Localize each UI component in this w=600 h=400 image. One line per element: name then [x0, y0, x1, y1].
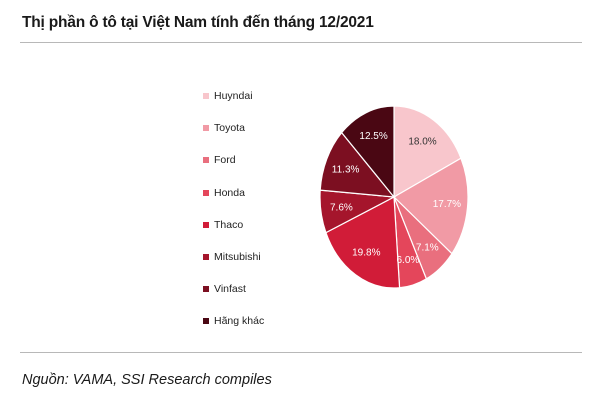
legend-swatch — [203, 157, 209, 164]
pie-value-label-toyota: 17.7% — [433, 199, 461, 210]
pie-value-label-honda: 6.0% — [397, 255, 420, 266]
legend-item-vinfast: Vinfast — [203, 273, 264, 305]
legend-item-huyndai: Huyndai — [203, 80, 264, 112]
pie-slice-vinfast — [319, 131, 396, 198]
legend-swatch — [203, 189, 209, 196]
legend-swatch — [203, 254, 209, 261]
legend-label: Ford — [214, 154, 236, 167]
chart-legend: Huyndai Toyota Ford Honda Thaco Mitsubis… — [203, 80, 264, 338]
legend-item-toyota: Toyota — [203, 112, 264, 144]
pie-value-label-hang-khac: 12.5% — [359, 131, 387, 142]
pie-value-label-mitsubishi: 7.6% — [330, 202, 353, 213]
source-note: Nguồn: VAMA, SSI Research compiles — [22, 372, 272, 388]
legend-swatch — [203, 221, 209, 228]
legend-label: Vinfast — [214, 283, 246, 296]
legend-label: Huyndai — [214, 90, 253, 103]
legend-item-thaco: Thaco — [203, 209, 264, 241]
legend-label: Honda — [214, 186, 245, 199]
pie-slice-hang-khac — [340, 105, 395, 199]
top-divider — [20, 42, 582, 43]
pie-slice-toyota — [393, 157, 469, 255]
pie-slice-thaco — [325, 196, 401, 289]
pie-chart: 18.0% 17.7% 7.1%6.0% 19.8% 7.6% 11.3% 12.5% — [319, 105, 469, 289]
pie-value-label-ford: 7.1% — [416, 243, 439, 254]
pie-slice-huyndai — [393, 105, 462, 199]
bottom-divider — [20, 352, 582, 353]
legend-item-other-brands: Hãng khác — [203, 305, 264, 337]
legend-item-mitsubishi: Mitsubishi — [203, 241, 264, 273]
legend-swatch — [203, 125, 209, 132]
legend-label: Thaco — [214, 218, 244, 231]
pie-value-label-thaco: 19.8% — [352, 248, 380, 259]
legend-swatch — [203, 286, 209, 293]
legend-label: Mitsubishi — [214, 251, 261, 264]
pie-value-label-huyndai: 18.0% — [408, 136, 436, 147]
legend-swatch — [203, 318, 209, 325]
legend-label: Toyota — [214, 122, 245, 135]
pie-value-label-vinfast: 11.3% — [332, 164, 360, 175]
legend-item-ford: Ford — [203, 144, 264, 176]
chart-title: Thị phần ô tô tại Việt Nam tính đến thán… — [22, 14, 374, 31]
legend-item-honda: Honda — [203, 177, 264, 209]
legend-swatch — [203, 93, 209, 100]
legend-label: Hãng khác — [214, 315, 265, 328]
